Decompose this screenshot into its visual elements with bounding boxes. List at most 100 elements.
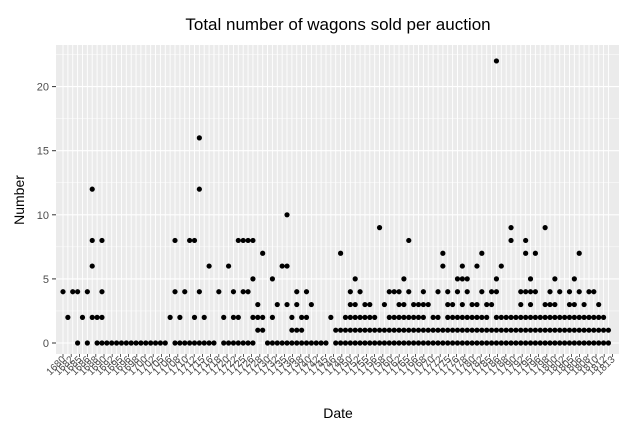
data-point xyxy=(547,314,553,320)
data-point xyxy=(235,340,241,346)
data-point xyxy=(503,314,509,320)
data-point xyxy=(459,327,465,333)
data-point xyxy=(596,340,602,346)
data-point xyxy=(235,237,241,244)
data-point xyxy=(450,327,456,333)
y-axis-ticks: 0 5 10 15 20 xyxy=(37,82,56,350)
data-point xyxy=(450,301,456,308)
data-point xyxy=(401,301,407,308)
data-point xyxy=(318,340,324,346)
data-point xyxy=(99,314,105,320)
data-point xyxy=(367,340,373,346)
data-point xyxy=(552,301,558,308)
data-point xyxy=(527,327,534,333)
data-point xyxy=(206,340,212,346)
data-point xyxy=(284,301,290,308)
data-point xyxy=(571,276,577,282)
data-point xyxy=(605,340,612,346)
data-point xyxy=(352,314,358,320)
data-point xyxy=(532,289,538,295)
data-point xyxy=(440,340,446,346)
data-point xyxy=(488,340,495,346)
data-point xyxy=(352,327,358,333)
data-point xyxy=(547,301,553,308)
data-point xyxy=(532,340,538,346)
data-point xyxy=(308,340,314,346)
data-point xyxy=(352,276,358,282)
data-point xyxy=(523,237,529,244)
data-point xyxy=(372,314,378,320)
data-point xyxy=(250,237,256,244)
data-point xyxy=(89,237,95,244)
data-point xyxy=(542,225,548,231)
data-point xyxy=(337,250,344,256)
data-point xyxy=(508,314,514,320)
y-tick-label: 0 xyxy=(43,338,49,350)
data-point xyxy=(303,289,310,295)
data-point xyxy=(260,250,266,256)
data-point xyxy=(333,340,339,346)
data-point xyxy=(591,289,597,295)
data-point xyxy=(415,314,422,320)
data-point xyxy=(274,301,280,308)
data-point xyxy=(576,327,582,333)
data-point xyxy=(503,327,509,333)
data-point xyxy=(342,314,349,320)
data-point xyxy=(230,289,237,295)
data-point xyxy=(260,314,266,320)
data-point xyxy=(586,289,592,295)
data-point xyxy=(118,340,125,346)
data-point xyxy=(450,314,456,320)
data-point xyxy=(391,327,397,333)
data-point xyxy=(420,314,426,320)
data-point xyxy=(128,340,134,346)
data-point xyxy=(386,327,392,333)
data-point xyxy=(362,327,368,333)
data-point xyxy=(391,314,397,320)
data-point xyxy=(493,314,500,320)
data-point xyxy=(557,340,563,346)
data-point xyxy=(425,327,431,333)
data-point xyxy=(245,340,251,346)
data-point xyxy=(454,327,461,333)
data-point xyxy=(581,327,587,333)
data-point xyxy=(347,340,353,346)
data-point xyxy=(430,327,436,333)
data-point xyxy=(123,340,129,346)
data-point xyxy=(303,340,310,346)
data-point xyxy=(294,340,300,346)
y-tick-label: 15 xyxy=(37,146,49,158)
data-point xyxy=(450,340,456,346)
y-axis-title: Number xyxy=(11,175,27,225)
data-point xyxy=(435,327,441,333)
data-point xyxy=(464,327,470,333)
data-point xyxy=(406,340,412,346)
data-point xyxy=(571,340,577,346)
data-point xyxy=(527,314,534,320)
data-point xyxy=(576,340,582,346)
data-point xyxy=(474,314,480,320)
data-point xyxy=(65,314,71,320)
data-point xyxy=(352,301,358,308)
data-point xyxy=(459,314,465,320)
data-point xyxy=(581,340,587,346)
data-point xyxy=(294,301,300,308)
data-point xyxy=(294,289,300,295)
data-point xyxy=(386,314,392,320)
data-point xyxy=(235,314,241,320)
data-point xyxy=(162,340,168,346)
data-point xyxy=(386,289,392,295)
data-point xyxy=(454,289,461,295)
data-point xyxy=(552,340,558,346)
data-point xyxy=(596,314,602,320)
data-point xyxy=(299,340,305,346)
data-point xyxy=(445,301,451,308)
data-point xyxy=(79,314,86,320)
data-point xyxy=(527,340,534,346)
data-point xyxy=(493,327,500,333)
data-point xyxy=(396,327,402,333)
data-point xyxy=(89,314,95,320)
data-point xyxy=(523,289,529,295)
data-point xyxy=(289,327,295,333)
